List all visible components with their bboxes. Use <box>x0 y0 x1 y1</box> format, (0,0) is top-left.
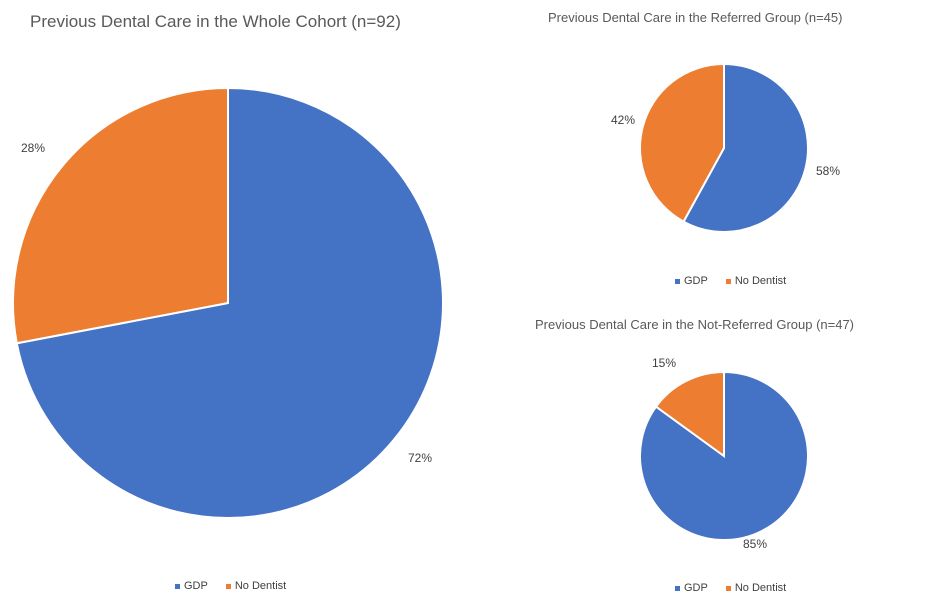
legend-swatch-no-dentist <box>725 585 731 591</box>
legend-referred: GDP No Dentist <box>675 275 786 287</box>
pie-slice-gdp <box>15 86 444 519</box>
legend-label-gdp: GDP <box>184 580 208 592</box>
pie-slice-no-dentist <box>654 370 725 458</box>
legend-swatch-gdp <box>675 585 680 591</box>
legend-label-no-dentist: No Dentist <box>734 582 787 594</box>
legend-label-no-dentist: No Dentist <box>734 275 787 287</box>
chart-title-not-referred: Previous Dental Care in the Not-Referred… <box>535 317 855 332</box>
legend-swatch-no-dentist <box>225 583 231 589</box>
pie-slice-no-dentist <box>12 86 229 345</box>
legend-label-gdp: GDP <box>684 582 708 594</box>
legend-swatch-gdp <box>675 278 680 284</box>
data-label-no-dentist: 28% <box>21 141 45 155</box>
pie-slice-no-dentist <box>639 62 725 223</box>
legend-label-no-dentist: No Dentist <box>234 580 287 592</box>
legend-not-referred: GDP No Dentist <box>675 582 786 594</box>
legend-swatch-gdp <box>175 583 180 589</box>
legend-swatch-no-dentist <box>725 278 731 284</box>
chart-title-whole-cohort: Previous Dental Care in the Whole Cohort… <box>30 12 401 31</box>
data-label-gdp: 85% <box>743 537 767 551</box>
data-label-no-dentist: 15% <box>652 356 676 370</box>
pie-slice-gdp <box>639 370 809 541</box>
data-label-gdp: 58% <box>816 164 840 178</box>
legend-label-gdp: GDP <box>684 275 708 287</box>
data-label-gdp: 72% <box>408 451 432 465</box>
chart-title-referred: Previous Dental Care in the Referred Gro… <box>548 10 843 25</box>
legend-whole-cohort: GDP No Dentist <box>175 580 286 592</box>
pie-slice-gdp <box>682 62 809 233</box>
data-label-no-dentist: 42% <box>611 113 635 127</box>
